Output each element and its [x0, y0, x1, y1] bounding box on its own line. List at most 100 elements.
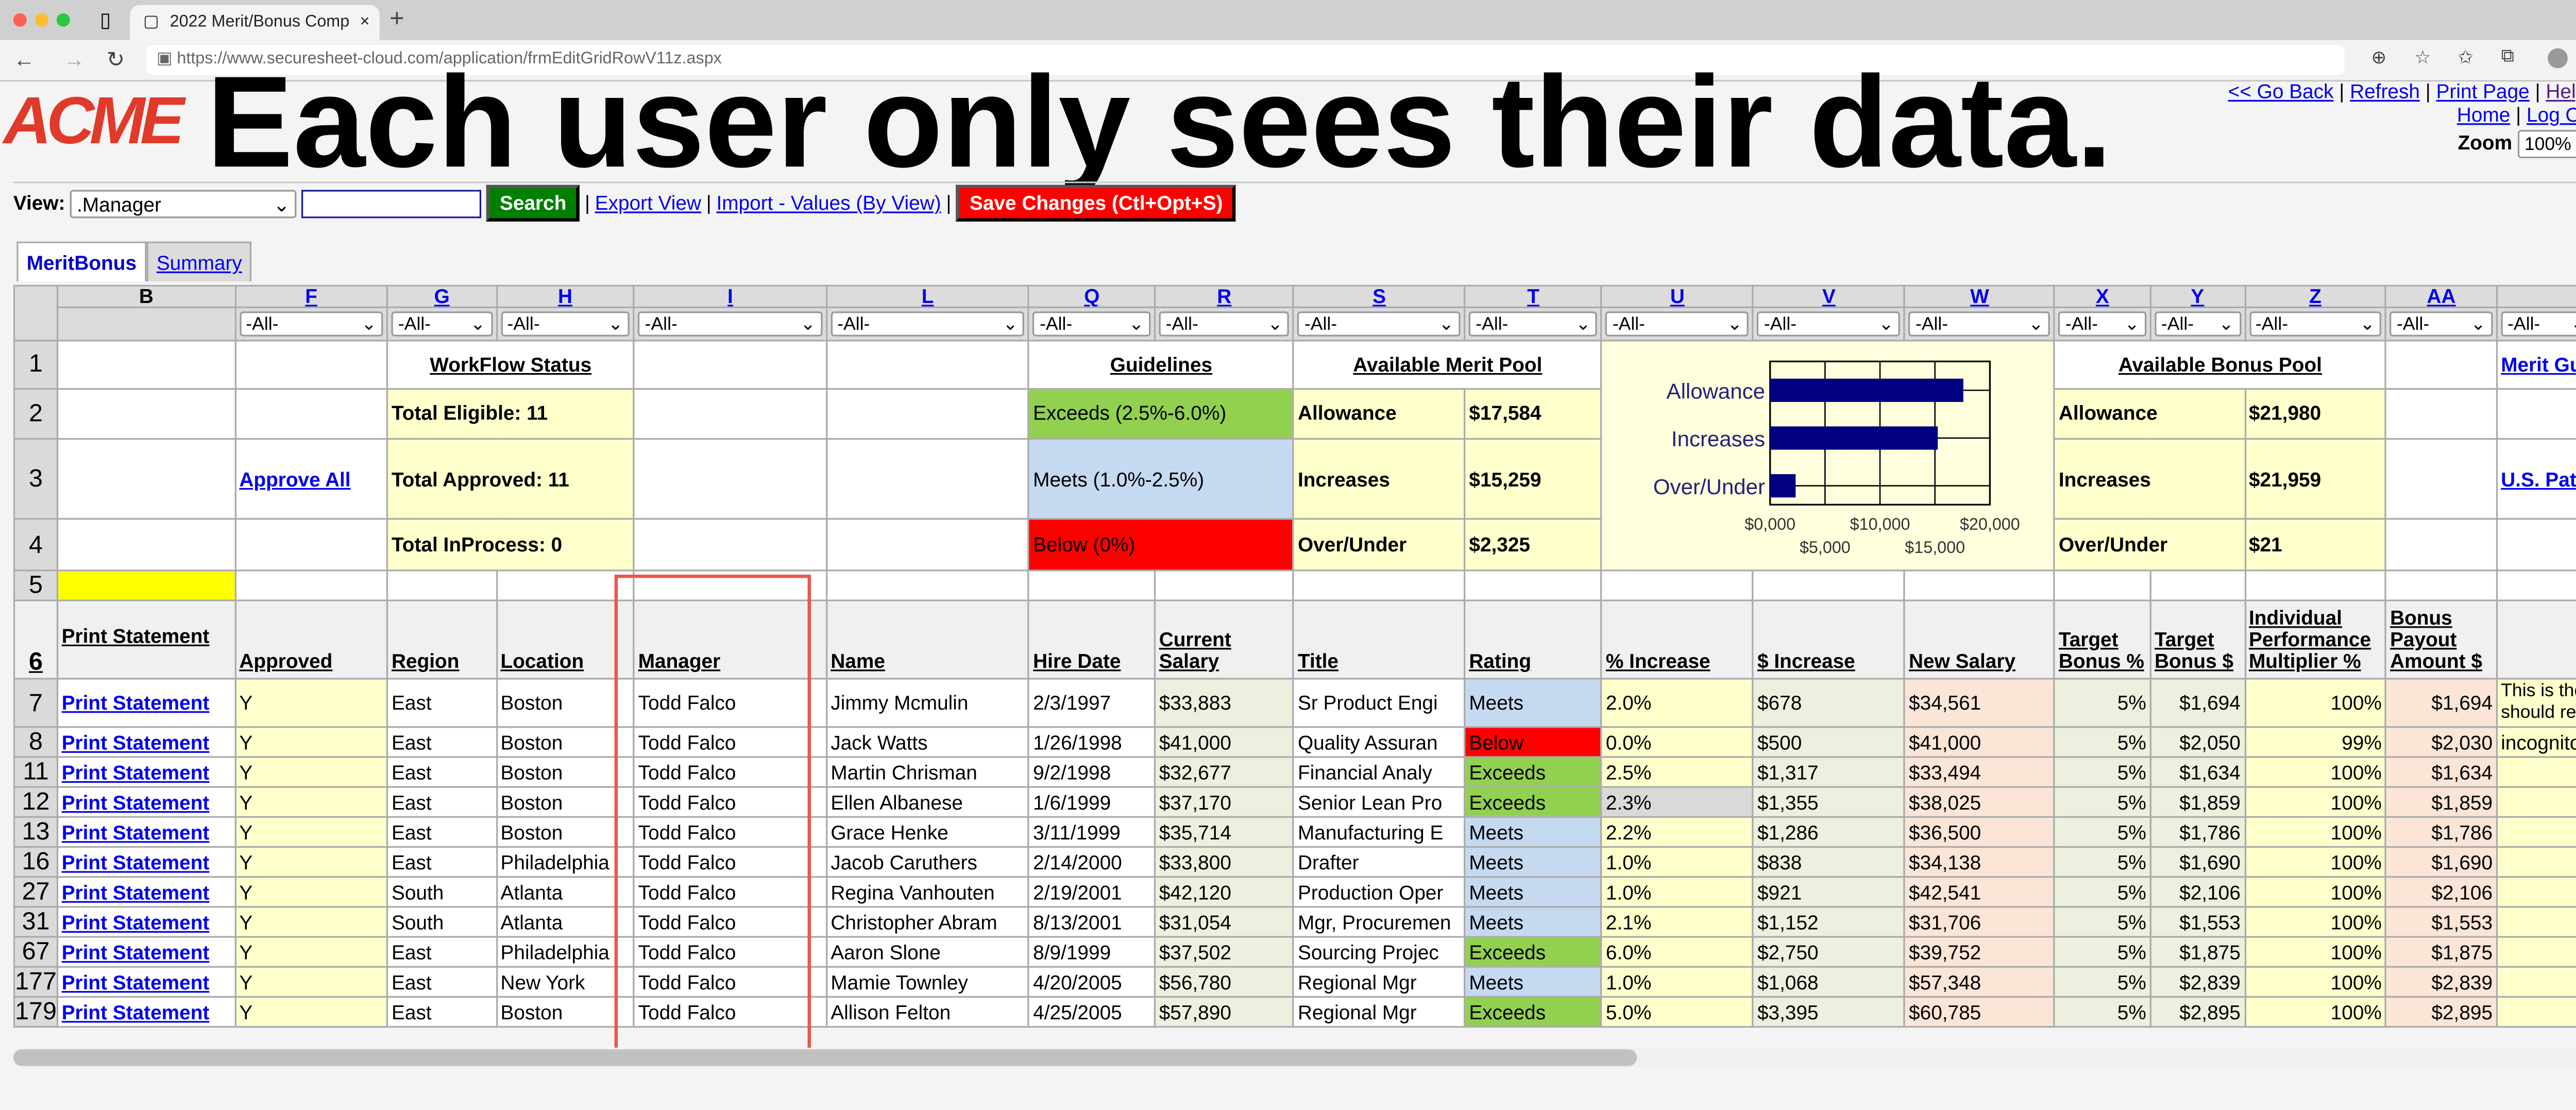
cell-approved[interactable]: Y — [234, 678, 388, 728]
go-back-link[interactable]: << Go Back — [2228, 80, 2334, 104]
column-link[interactable]: T — [1527, 285, 1539, 308]
cell-approved[interactable]: Y — [234, 876, 388, 908]
horizontal-scrollbar[interactable] — [13, 1047, 2576, 1068]
column-filter-select[interactable]: -All- ⌄ — [831, 311, 1025, 337]
column-link[interactable]: F — [305, 285, 317, 308]
address-bar[interactable]: ▣ https://www.securesheet-cloud.com/appl… — [146, 45, 2345, 75]
search-input[interactable] — [301, 189, 482, 217]
cell-approved[interactable]: Y — [234, 846, 388, 878]
home-link[interactable]: Home — [2456, 103, 2511, 127]
print-statement-link[interactable]: Print Statement — [61, 691, 210, 715]
cell-pct[interactable]: 1.0% — [1601, 876, 1754, 908]
column-filter-select[interactable]: -All- ⌄ — [391, 311, 493, 337]
column-filter-select[interactable]: -All- ⌄ — [1159, 311, 1290, 337]
column-link[interactable]: R — [1217, 285, 1232, 308]
approve-all-link[interactable]: Approve All — [239, 467, 351, 491]
cell-pct[interactable]: 2.1% — [1601, 906, 1754, 938]
print-statement-link[interactable]: Print Statement — [61, 910, 210, 934]
print-statement-link[interactable]: Print Statement — [61, 970, 210, 994]
new-tab-icon[interactable]: + — [389, 5, 404, 33]
cell-approved[interactable]: Y — [234, 936, 388, 968]
column-link[interactable]: H — [558, 285, 573, 308]
scrollbar-thumb[interactable] — [13, 1049, 1637, 1066]
header-target-bonus-[interactable]: Target Bonus % — [2054, 599, 2151, 680]
column-link[interactable]: V — [1822, 285, 1836, 308]
cell-approved[interactable]: Y — [234, 906, 388, 938]
cell-pct[interactable]: 2.0% — [1601, 678, 1754, 728]
column-link[interactable]: Y — [2191, 285, 2205, 308]
header-location[interactable]: Location — [495, 599, 635, 680]
cell-rating[interactable]: Below — [1464, 726, 1603, 758]
cell-rating[interactable]: Meets — [1464, 678, 1603, 728]
cell-pct[interactable]: 2.5% — [1601, 756, 1754, 788]
column-filter-select[interactable]: -All- ⌄ — [1909, 311, 2050, 337]
favorite-icon[interactable]: ☆ — [2414, 48, 2431, 69]
profile-avatar[interactable] — [2548, 48, 2568, 69]
header-new-salary[interactable]: New Salary — [1904, 599, 2056, 680]
column-filter-select[interactable]: -All- ⌄ — [2058, 311, 2146, 337]
column-filter-select[interactable]: -All- ⌄ — [1757, 311, 1901, 337]
patent-link[interactable]: U.S. Pate — [2501, 467, 2576, 491]
cell-pct[interactable]: 5.0% — [1601, 996, 1754, 1028]
tab-meritbonus[interactable]: MeritBonus — [16, 241, 147, 282]
import-values-link[interactable]: Import - Values (By View) — [716, 191, 941, 215]
header--increase[interactable]: $ Increase — [1752, 599, 1906, 680]
cell-approved[interactable]: Y — [234, 966, 388, 998]
print-statement-link[interactable]: Print Statement — [61, 730, 210, 754]
column-link[interactable]: Z — [2309, 285, 2321, 308]
column-filter-select[interactable]: -All- ⌄ — [1297, 311, 1461, 337]
column-filter-select[interactable]: -All- ⌄ — [500, 311, 630, 337]
forward-icon[interactable]: → — [63, 46, 85, 72]
cell-rating[interactable]: Exceeds — [1464, 996, 1603, 1028]
cell-pct[interactable]: 6.0% — [1601, 936, 1754, 968]
column-link[interactable]: G — [434, 285, 450, 308]
header-bonus-payout-amount-[interactable]: Bonus Payout Amount $ — [2385, 599, 2498, 680]
sidebar-toggle-icon[interactable]: ▯ — [99, 8, 111, 32]
print-statement-link[interactable]: Print Statement — [61, 940, 210, 964]
log-out-link[interactable]: Log Out — [2527, 103, 2576, 127]
column-link[interactable]: S — [1372, 285, 1386, 308]
tab-summary[interactable]: Summary — [146, 241, 252, 282]
column-link[interactable]: AA — [2427, 285, 2456, 308]
back-icon[interactable]: ← — [13, 46, 35, 72]
favorites-list-icon[interactable]: ✩ — [2458, 48, 2473, 69]
column-link[interactable]: U — [1670, 285, 1685, 308]
column-link[interactable]: L — [921, 285, 934, 308]
print-statement-link[interactable]: Print Statement — [61, 1000, 210, 1024]
print-statement-link[interactable]: Print Statement — [61, 880, 210, 904]
print-page-link[interactable]: Print Page — [2436, 80, 2530, 104]
zoom-icon[interactable]: ⊕ — [2371, 48, 2387, 69]
print-statement-link[interactable]: Print Statement — [61, 790, 210, 814]
cell-pct[interactable]: 2.3% — [1601, 786, 1754, 818]
close-window-icon[interactable] — [13, 13, 27, 27]
header-individual-performance-multiplier-[interactable]: Individual Performance Multiplier % — [2244, 599, 2387, 680]
column-filter-select[interactable]: -All- ⌄ — [1605, 311, 1749, 337]
header--increase[interactable]: % Increase — [1601, 599, 1754, 680]
cell-rating[interactable]: Exceeds — [1464, 756, 1603, 788]
cell-pct[interactable]: 1.0% — [1601, 966, 1754, 998]
search-button[interactable]: Search — [486, 184, 580, 222]
cell-rating[interactable]: Meets — [1464, 876, 1603, 908]
header-region[interactable]: Region — [386, 599, 498, 680]
refresh-link[interactable]: Refresh — [2350, 80, 2420, 104]
header-approved[interactable]: Approved — [234, 599, 388, 680]
view-select[interactable]: .Manager ⌄ — [70, 189, 297, 217]
cell-pct[interactable]: 2.2% — [1601, 816, 1754, 848]
cell-pct[interactable]: 1.0% — [1601, 846, 1754, 878]
column-filter-select[interactable]: -All- ⌄ — [239, 311, 383, 337]
cell-approved[interactable]: Y — [234, 816, 388, 848]
column-link[interactable]: W — [1970, 285, 1989, 308]
browser-tab[interactable]: ▢ 2022 Merit/Bonus Compensati × — [130, 5, 380, 40]
column-link[interactable]: X — [2095, 285, 2109, 308]
reload-icon[interactable]: ↻ — [106, 46, 125, 72]
column-filter-select[interactable]: -All- ⌄ — [2248, 311, 2382, 337]
cell-approved[interactable]: Y — [234, 726, 388, 758]
cell-approved[interactable]: Y — [234, 996, 388, 1028]
header-manager[interactable]: Manager — [633, 599, 827, 680]
zoom-select[interactable]: 100%⌄ — [2517, 130, 2576, 159]
maximize-window-icon[interactable] — [56, 13, 70, 27]
header-target-bonus-[interactable]: Target Bonus $ — [2149, 599, 2246, 680]
cell-rating[interactable]: Meets — [1464, 966, 1603, 998]
cell-rating[interactable]: Meets — [1464, 846, 1603, 878]
save-changes-button[interactable]: Save Changes (Ctl+Opt+S) — [956, 184, 1236, 222]
